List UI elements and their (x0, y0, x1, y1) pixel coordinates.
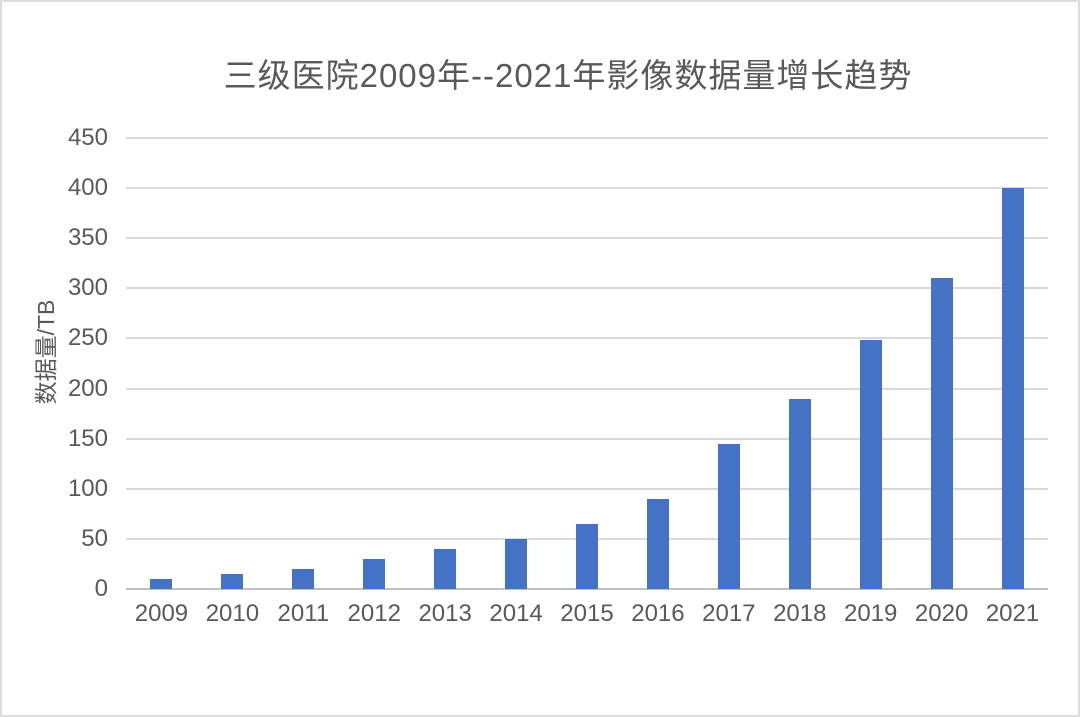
y-tick-label: 200 (67, 374, 108, 402)
bar-2016 (646, 498, 669, 589)
x-tick-label: 2009 (134, 600, 189, 627)
chart-title: 三级医院2009年--2021年影像数据量增长趋势 (223, 57, 913, 94)
bar-2013 (434, 548, 457, 589)
x-tick-label: 2012 (347, 600, 401, 627)
x-tick-label: 2010 (205, 600, 260, 627)
y-tick-label: 150 (67, 424, 108, 452)
bar-2009 (150, 578, 173, 589)
bar-2021 (1001, 188, 1024, 589)
bar-2018 (788, 398, 811, 589)
gridline (126, 487, 1048, 490)
bar-2010 (221, 573, 244, 589)
bar-2017 (717, 443, 740, 589)
y-tick-label: 100 (67, 474, 108, 502)
gridline (126, 137, 1048, 139)
x-tick-label: 2015 (560, 600, 614, 627)
y-tick-label: 350 (67, 224, 108, 252)
bar-2012 (363, 558, 386, 589)
x-tick-label: 2021 (985, 600, 1040, 627)
y-tick-label: 300 (67, 274, 108, 302)
gridline (126, 387, 1048, 390)
gridline (126, 187, 1048, 190)
x-tick-label: 2016 (631, 600, 685, 627)
x-tick-label: 2020 (914, 600, 969, 627)
x-tick-label: 2017 (702, 600, 756, 627)
bar-2015 (576, 523, 598, 589)
x-tick-label: 2013 (418, 600, 472, 627)
gridline (126, 437, 1048, 440)
y-tick-label: 50 (81, 524, 108, 552)
bar-2011 (292, 568, 315, 589)
y-tick-label: 400 (67, 174, 108, 202)
bar-2020 (930, 278, 953, 589)
y-tick-label: 250 (67, 324, 108, 352)
bar-2014 (505, 538, 528, 589)
x-tick-label: 2011 (277, 600, 330, 627)
x-tick-label: 2019 (843, 600, 898, 627)
y-tick-label: 450 (67, 124, 108, 151)
gridline (126, 237, 1048, 240)
x-axis-line (126, 588, 1048, 590)
gridline (126, 287, 1048, 290)
y-tick-label: 0 (94, 575, 108, 602)
bar-2019 (859, 340, 882, 589)
x-tick-label: 2018 (773, 600, 827, 627)
gridline (126, 337, 1048, 340)
x-tick-label: 2014 (489, 600, 543, 627)
